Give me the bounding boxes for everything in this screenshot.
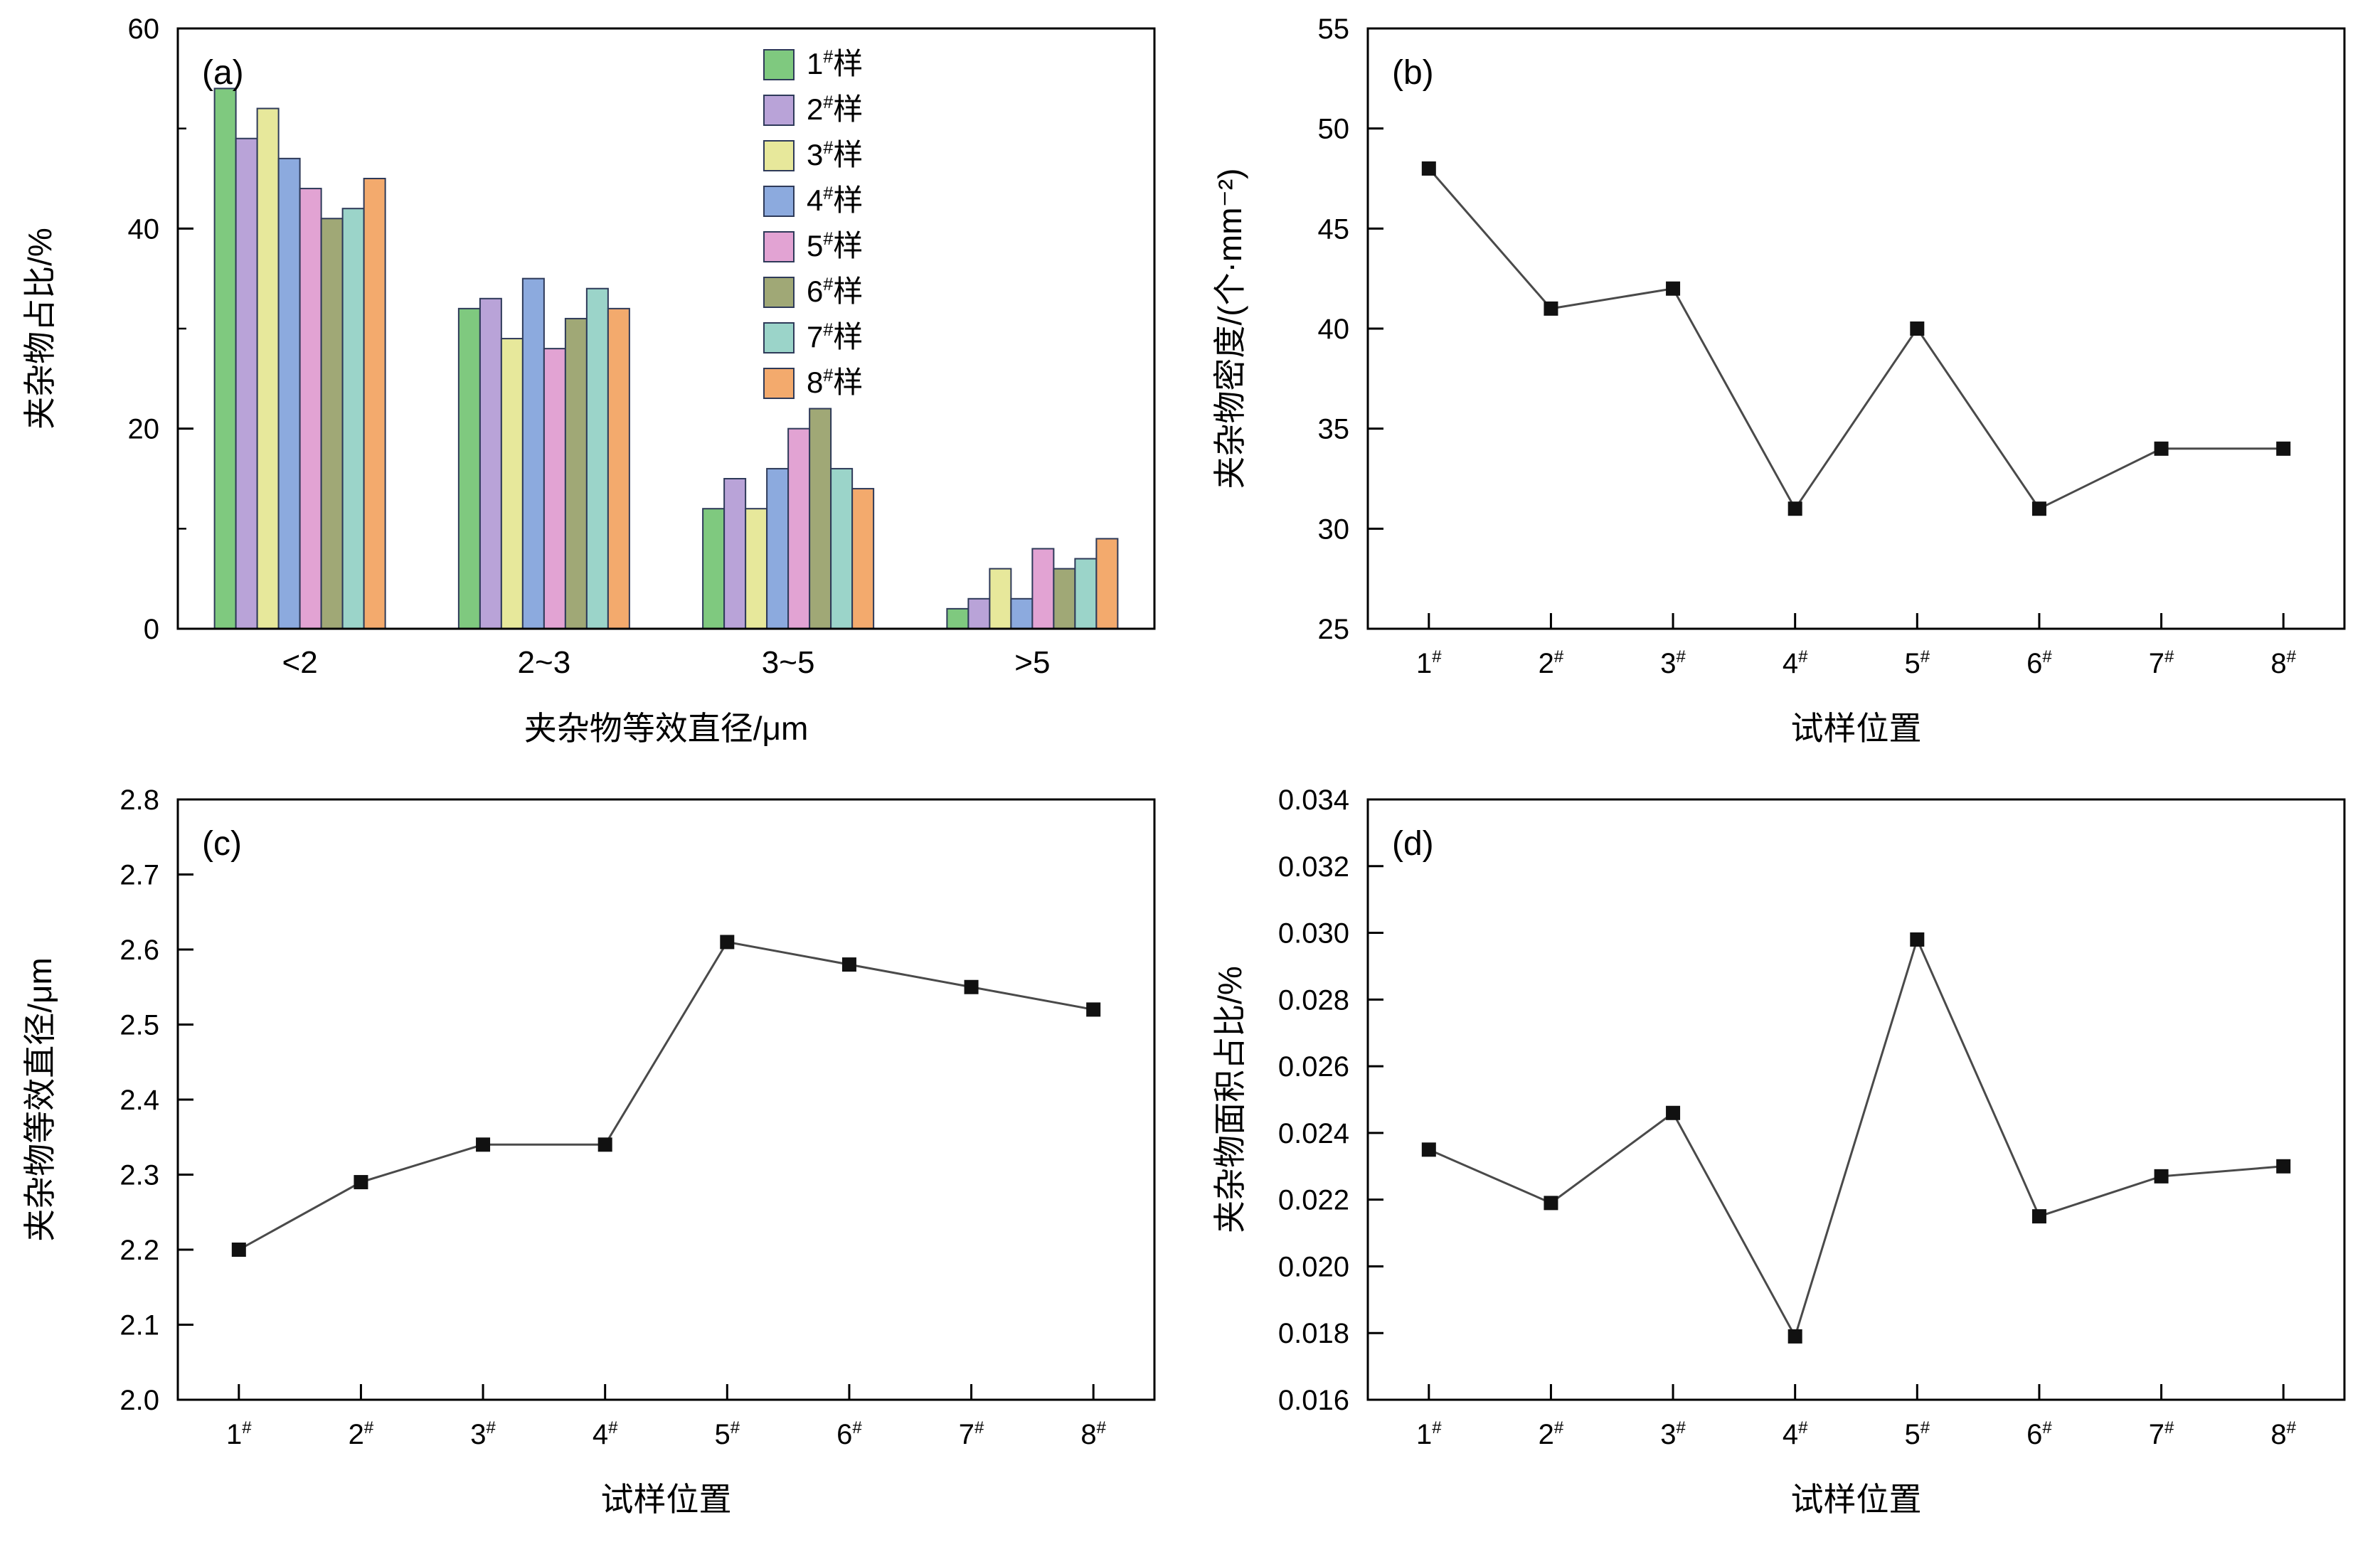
svg-text:25: 25 xyxy=(1318,614,1350,645)
svg-text:55: 55 xyxy=(1318,14,1350,45)
line-chart-inclusion-equivalent-diameter: 2.0 2.1 2.2 2.3 2.4 2.5 2.6 2.7 2.8 试样位置 夹杂物等效直径/μ… xyxy=(21,785,1156,1518)
svg-text:0.018: 0.018 xyxy=(1278,1318,1349,1349)
svg-text:0.024: 0.024 xyxy=(1278,1118,1349,1149)
svg-text:2~3: 2~3 xyxy=(518,645,571,680)
svg-text:0.028: 0.028 xyxy=(1278,984,1349,1016)
svg-text:8#样: 8#样 xyxy=(807,366,863,399)
svg-text:(c): (c) xyxy=(202,825,242,863)
svg-text:夹杂物等效直径/μm: 夹杂物等效直径/μm xyxy=(524,710,809,747)
svg-text:0: 0 xyxy=(144,614,159,645)
svg-text:0.032: 0.032 xyxy=(1278,851,1349,883)
svg-text:30: 30 xyxy=(1318,514,1350,545)
svg-text:0.026: 0.026 xyxy=(1278,1051,1349,1083)
svg-text:6#: 6# xyxy=(836,1418,862,1450)
svg-text:3~5: 3~5 xyxy=(762,645,815,680)
svg-text:1#: 1# xyxy=(226,1418,252,1450)
svg-text:5#: 5# xyxy=(1905,647,1930,679)
svg-text:40: 40 xyxy=(128,213,160,245)
svg-text:(b): (b) xyxy=(1392,54,1434,92)
svg-text:40: 40 xyxy=(1318,314,1350,345)
svg-text:5#: 5# xyxy=(715,1418,740,1450)
svg-text:试样位置: 试样位置 xyxy=(601,1481,732,1518)
svg-text:7#: 7# xyxy=(2149,647,2174,679)
svg-text:2.3: 2.3 xyxy=(119,1160,159,1191)
svg-text:夹杂物占比/%: 夹杂物占比/% xyxy=(21,228,58,430)
svg-text:2.5: 2.5 xyxy=(119,1010,159,1041)
panel-a: 0 20 40 60 夹杂物等效直径/μm 夹杂物占比/% (a) <2 2~3 3~5 >5 1#样… xyxy=(0,0,1190,771)
svg-text:2.0: 2.0 xyxy=(119,1385,159,1416)
svg-text:1#: 1# xyxy=(1416,1418,1442,1450)
svg-text:4#: 4# xyxy=(1783,647,1808,679)
svg-text:8#: 8# xyxy=(2270,647,2296,679)
svg-text:>5: >5 xyxy=(1014,645,1050,680)
svg-text:4#样: 4#样 xyxy=(807,184,863,217)
panel-d: 0.016 0.018 0.020 0.022 0.024 0.026 0.028 0.030… xyxy=(1190,771,2380,1542)
svg-text:50: 50 xyxy=(1318,114,1350,145)
svg-text:2.1: 2.1 xyxy=(119,1310,159,1341)
svg-text:试样位置: 试样位置 xyxy=(1791,1481,1922,1518)
panel-b: 25 30 35 40 45 50 55 试样位置 夹杂物密度/(个·mm⁻²) (b) 1# 2# 3… xyxy=(1190,0,2380,771)
svg-text:(a): (a) xyxy=(202,54,244,92)
svg-text:6#样: 6#样 xyxy=(807,275,863,308)
svg-text:3#: 3# xyxy=(1660,647,1686,679)
svg-text:1#样: 1#样 xyxy=(807,47,863,80)
svg-text:2.4: 2.4 xyxy=(119,1085,159,1116)
svg-text:0.020: 0.020 xyxy=(1278,1251,1349,1282)
panel-c: 2.0 2.1 2.2 2.3 2.4 2.5 2.6 2.7 2.8 试样位置 夹杂物等效直径/μ… xyxy=(0,771,1190,1542)
svg-text:5#: 5# xyxy=(1905,1418,1930,1450)
svg-text:20: 20 xyxy=(128,414,160,445)
svg-text:0.016: 0.016 xyxy=(1278,1385,1349,1416)
svg-text:2#: 2# xyxy=(1539,1418,1564,1450)
svg-text:2.8: 2.8 xyxy=(119,785,159,816)
svg-text:0.030: 0.030 xyxy=(1278,918,1349,950)
svg-text:45: 45 xyxy=(1318,213,1350,245)
svg-text:3#样: 3#样 xyxy=(807,138,863,171)
bar-chart-inclusion-size-distribution: 0 20 40 60 夹杂物等效直径/μm 夹杂物占比/% (a) <2 2~3 3~5 >5 1#样… xyxy=(21,14,1156,747)
svg-text:6#: 6# xyxy=(2026,1418,2052,1450)
svg-text:2.2: 2.2 xyxy=(119,1235,159,1266)
svg-text:7#样: 7#样 xyxy=(807,320,863,353)
svg-text:2.6: 2.6 xyxy=(119,935,159,966)
svg-text:夹杂物密度/(个·mm⁻²): 夹杂物密度/(个·mm⁻²) xyxy=(1211,169,1248,489)
svg-text:2.7: 2.7 xyxy=(119,860,159,891)
line-chart-inclusion-density: 25 30 35 40 45 50 55 试样位置 夹杂物密度/(个·mm⁻²) (b) 1# 2# 3… xyxy=(1211,14,2346,747)
svg-text:8#: 8# xyxy=(2270,1418,2296,1450)
svg-text:2#: 2# xyxy=(349,1418,374,1450)
svg-text:夹杂物面积占比/%: 夹杂物面积占比/% xyxy=(1211,966,1248,1233)
svg-text:7#: 7# xyxy=(959,1418,984,1450)
svg-text:6#: 6# xyxy=(2026,647,2052,679)
svg-text:1#: 1# xyxy=(1416,647,1442,679)
svg-text:7#: 7# xyxy=(2149,1418,2174,1450)
svg-text:2#: 2# xyxy=(1539,647,1564,679)
svg-text:3#: 3# xyxy=(1660,1418,1686,1450)
svg-text:2#样: 2#样 xyxy=(807,92,863,126)
svg-text:5#样: 5#样 xyxy=(807,229,863,262)
svg-text:0.022: 0.022 xyxy=(1278,1185,1349,1216)
svg-text:3#: 3# xyxy=(470,1418,496,1450)
svg-text:60: 60 xyxy=(128,14,160,45)
line-chart-inclusion-area-fraction: 0.016 0.018 0.020 0.022 0.024 0.026 0.028 0.030… xyxy=(1211,785,2346,1518)
svg-text:0.034: 0.034 xyxy=(1278,785,1349,816)
svg-text:<2: <2 xyxy=(282,645,318,680)
svg-text:夹杂物等效直径/μm: 夹杂物等效直径/μm xyxy=(21,957,58,1242)
svg-text:35: 35 xyxy=(1318,414,1350,445)
svg-text:4#: 4# xyxy=(1783,1418,1808,1450)
svg-text:试样位置: 试样位置 xyxy=(1791,710,1922,747)
svg-text:(d): (d) xyxy=(1392,825,1434,863)
svg-text:8#: 8# xyxy=(1080,1418,1106,1450)
svg-text:4#: 4# xyxy=(593,1418,618,1450)
